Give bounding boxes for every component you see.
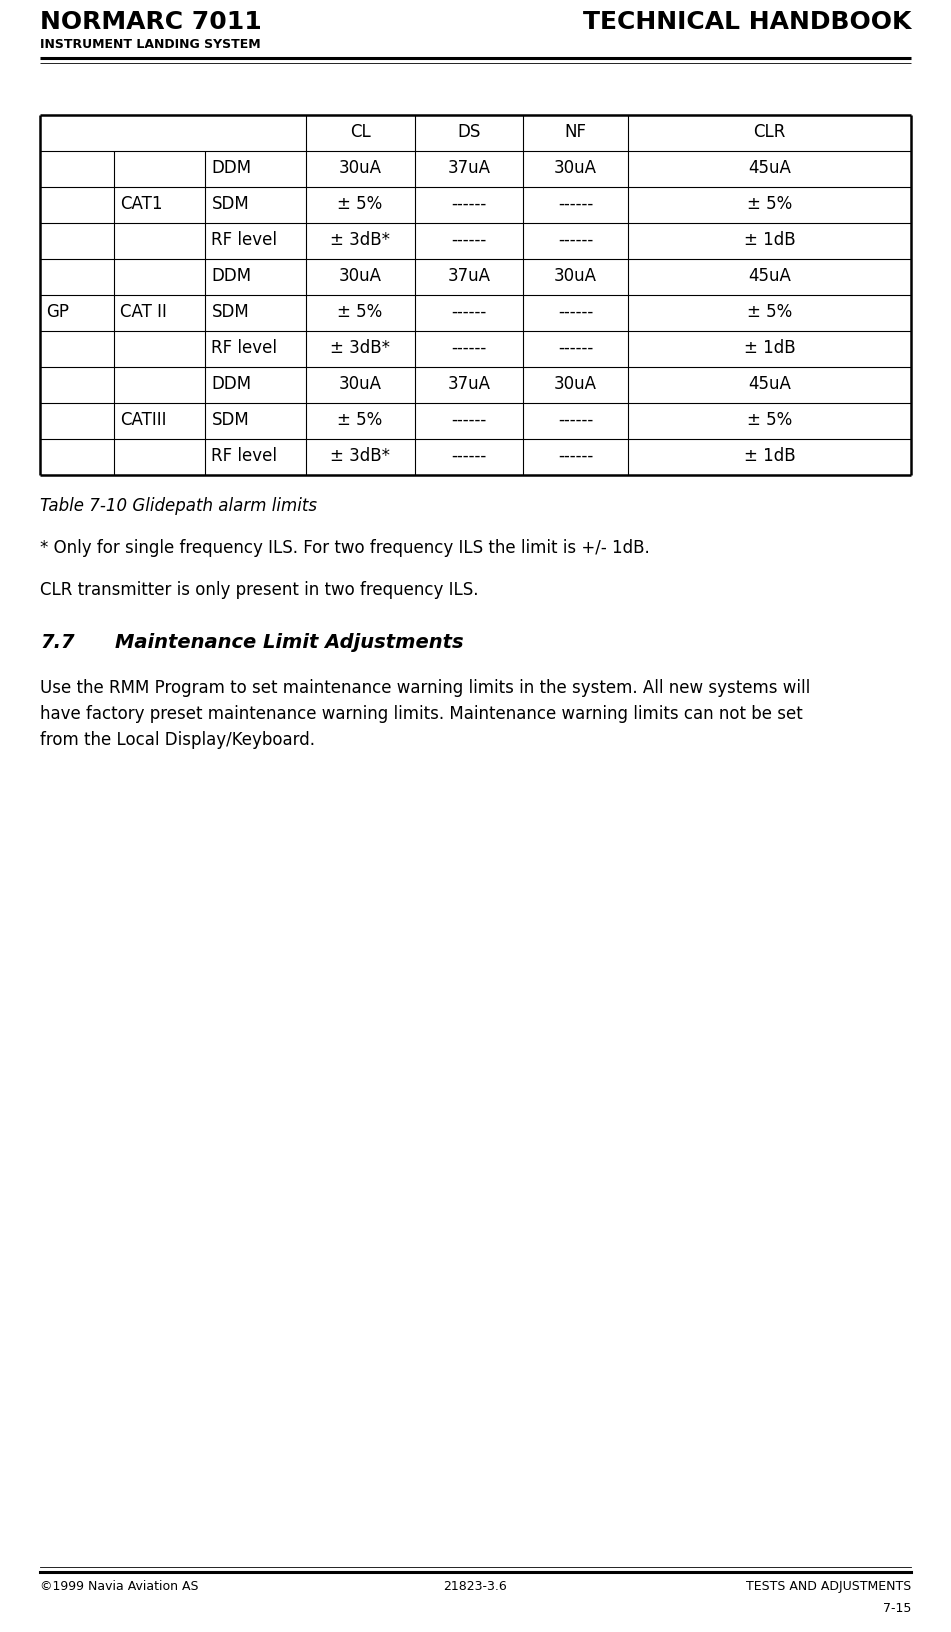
Text: DS: DS	[457, 122, 480, 140]
Text: ± 5%: ± 5%	[747, 411, 792, 429]
Text: 37uA: 37uA	[448, 268, 491, 286]
Text: 37uA: 37uA	[448, 375, 491, 393]
Text: * Only for single frequency ILS. For two frequency ILS the limit is +/- 1dB.: * Only for single frequency ILS. For two…	[40, 539, 650, 557]
Text: NF: NF	[565, 122, 587, 140]
Text: 45uA: 45uA	[748, 268, 791, 286]
Text: ©1999 Navia Aviation AS: ©1999 Navia Aviation AS	[40, 1580, 199, 1593]
Text: ------: ------	[452, 447, 487, 465]
Text: 45uA: 45uA	[748, 375, 791, 393]
Text: CATIII: CATIII	[120, 411, 166, 429]
Text: ------: ------	[452, 232, 487, 250]
Text: ------: ------	[558, 447, 593, 465]
Text: RF level: RF level	[211, 447, 278, 465]
Text: CLR: CLR	[753, 122, 786, 140]
Text: ± 1dB: ± 1dB	[744, 447, 795, 465]
Text: SDM: SDM	[211, 411, 249, 429]
Text: ± 5%: ± 5%	[338, 411, 382, 429]
Text: Use the RMM Program to set maintenance warning limits in the system. All new sys: Use the RMM Program to set maintenance w…	[40, 679, 810, 697]
Text: ± 5%: ± 5%	[338, 304, 382, 322]
Text: 37uA: 37uA	[448, 158, 491, 176]
Text: ------: ------	[452, 411, 487, 429]
Text: ------: ------	[558, 304, 593, 322]
Text: ------: ------	[452, 339, 487, 357]
Text: DDM: DDM	[211, 158, 252, 176]
Text: ± 3dB*: ± 3dB*	[330, 447, 390, 465]
Text: RF level: RF level	[211, 232, 278, 250]
Text: CAT1: CAT1	[120, 194, 163, 214]
Text: 30uA: 30uA	[554, 375, 597, 393]
Text: 30uA: 30uA	[339, 268, 381, 286]
Text: Table 7-10 Glidepath alarm limits: Table 7-10 Glidepath alarm limits	[40, 498, 317, 516]
Text: ------: ------	[558, 232, 593, 250]
Text: ------: ------	[452, 194, 487, 214]
Text: CL: CL	[350, 122, 371, 140]
Text: DDM: DDM	[211, 375, 252, 393]
Text: ± 3dB*: ± 3dB*	[330, 339, 390, 357]
Text: 7.7: 7.7	[40, 633, 74, 653]
Text: 21823-3.6: 21823-3.6	[443, 1580, 508, 1593]
Text: ± 5%: ± 5%	[338, 194, 382, 214]
Text: Maintenance Limit Adjustments: Maintenance Limit Adjustments	[115, 633, 464, 653]
Text: SDM: SDM	[211, 194, 249, 214]
Text: ± 3dB*: ± 3dB*	[330, 232, 390, 250]
Text: TECHNICAL HANDBOOK: TECHNICAL HANDBOOK	[583, 10, 911, 34]
Text: ± 5%: ± 5%	[747, 304, 792, 322]
Text: CLR transmitter is only present in two frequency ILS.: CLR transmitter is only present in two f…	[40, 581, 478, 599]
Text: 30uA: 30uA	[339, 375, 381, 393]
Text: TESTS AND ADJUSTMENTS: TESTS AND ADJUSTMENTS	[746, 1580, 911, 1593]
Text: ------: ------	[558, 194, 593, 214]
Text: 7-15: 7-15	[883, 1603, 911, 1616]
Text: ------: ------	[558, 411, 593, 429]
Text: have factory preset maintenance warning limits. Maintenance warning limits can n: have factory preset maintenance warning …	[40, 705, 803, 723]
Text: CAT II: CAT II	[120, 304, 167, 322]
Text: SDM: SDM	[211, 304, 249, 322]
Text: 30uA: 30uA	[554, 268, 597, 286]
Text: INSTRUMENT LANDING SYSTEM: INSTRUMENT LANDING SYSTEM	[40, 38, 261, 51]
Text: 30uA: 30uA	[554, 158, 597, 176]
Text: ------: ------	[452, 304, 487, 322]
Text: GP: GP	[46, 304, 69, 322]
Text: ------: ------	[558, 339, 593, 357]
Text: DDM: DDM	[211, 268, 252, 286]
Text: ± 1dB: ± 1dB	[744, 339, 795, 357]
Text: 45uA: 45uA	[748, 158, 791, 176]
Text: NORMARC 7011: NORMARC 7011	[40, 10, 262, 34]
Text: ± 1dB: ± 1dB	[744, 232, 795, 250]
Text: from the Local Display/Keyboard.: from the Local Display/Keyboard.	[40, 731, 315, 749]
Text: 30uA: 30uA	[339, 158, 381, 176]
Text: ± 5%: ± 5%	[747, 194, 792, 214]
Text: RF level: RF level	[211, 339, 278, 357]
